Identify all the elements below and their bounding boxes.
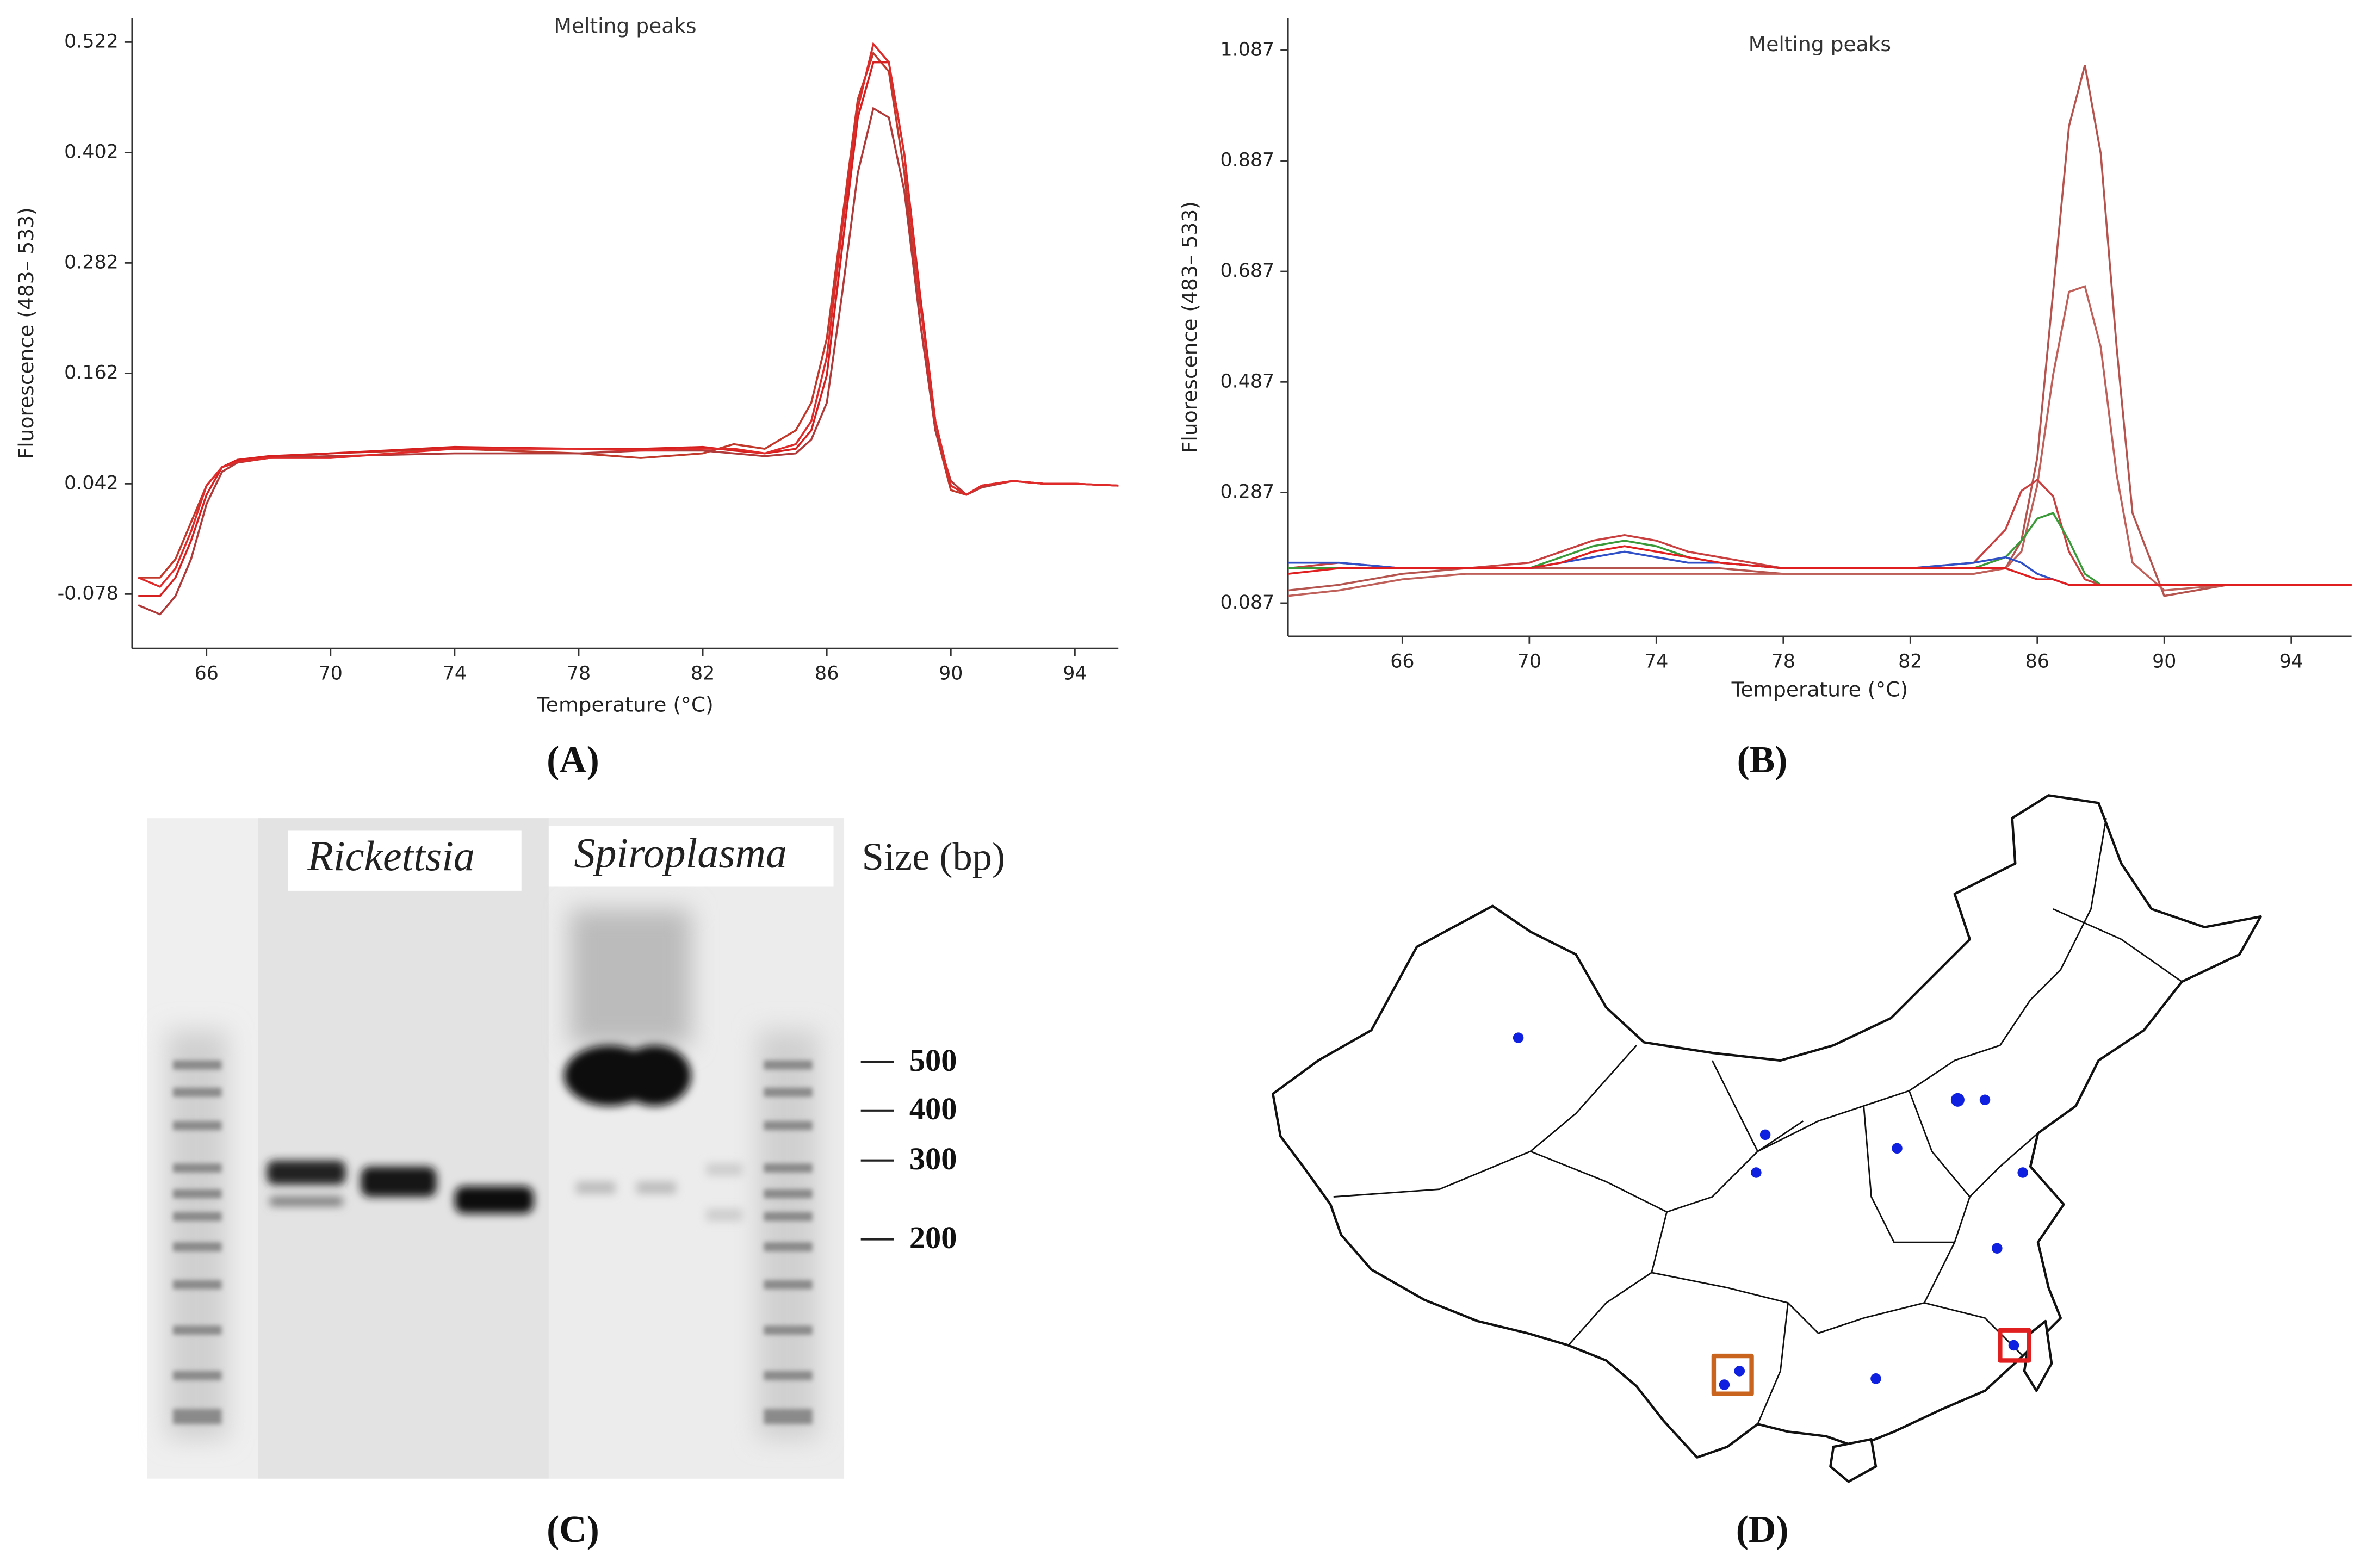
ladder: [173, 1060, 813, 1424]
highlight-box: [1711, 1353, 1754, 1396]
size-marker: 300: [909, 1141, 957, 1176]
y-tick-label: 1.087: [1220, 39, 1275, 60]
series-line: [1288, 545, 2352, 586]
x-tick-label: 82: [691, 663, 715, 685]
x-tick-label: 70: [1517, 650, 1541, 672]
y-tick-label: 0.887: [1220, 150, 1275, 171]
bands: [267, 1045, 743, 1222]
x-axis-label: Temperature (°C): [536, 693, 713, 717]
group-label: Spiroplasma: [574, 829, 787, 876]
y-tick-label: 0.522: [64, 30, 119, 52]
x-tick-label: 74: [1644, 650, 1668, 672]
y-tick-label: 0.287: [1220, 481, 1275, 503]
highlight-box: [1998, 1328, 2031, 1363]
map: [1272, 794, 2262, 1483]
sample-sites: [1513, 1032, 2028, 1390]
x-tick-label: 66: [195, 663, 219, 685]
y-tick-label: 0.087: [1220, 592, 1275, 613]
y-tick-label: 0.282: [64, 251, 119, 273]
y-tick-label: 0.162: [64, 362, 119, 383]
size-title: Size (bp): [862, 834, 1005, 878]
y-tick-label: 0.687: [1220, 260, 1275, 282]
size-marker: 200: [909, 1220, 957, 1255]
series-line: [138, 41, 1119, 588]
series-line: [1288, 285, 2352, 597]
x-tick-label: 66: [1390, 650, 1414, 672]
x-tick-label: 90: [2152, 650, 2176, 672]
chart-title: Melting peaks: [1749, 32, 1891, 56]
x-tick-label: 78: [567, 663, 591, 685]
chart: Melting peaks Temperature (°C) Fluorescenc…: [1178, 18, 2352, 781]
x-tick-label: 82: [1898, 650, 1922, 672]
panel-label: (A): [547, 739, 599, 781]
y-axis-label: Fluorescence (483– 533): [14, 207, 38, 459]
y-axis-label: Fluorescence (483– 533): [1178, 201, 1201, 453]
size-marker: 500: [909, 1043, 957, 1078]
x-tick-label: 94: [2279, 650, 2303, 672]
y-tick-label: -0.078: [58, 582, 119, 604]
x-tick-label: 90: [939, 663, 963, 685]
x-tick-label: 94: [1063, 663, 1087, 685]
x-tick-label: 86: [2025, 650, 2049, 672]
gel-section: [258, 818, 549, 1479]
country-outline: [1272, 794, 2262, 1459]
panel-label: (C): [547, 1509, 599, 1551]
label-box: [548, 826, 834, 887]
size-marker: 400: [909, 1091, 957, 1126]
group-label: Rickettsia: [307, 833, 474, 879]
panel-label: (D): [1736, 1509, 1789, 1551]
x-axis-label: Temperature (°C): [1731, 678, 1908, 702]
marker-dashes: [860, 1061, 894, 1241]
x-tick-label: 86: [815, 663, 839, 685]
island: [1829, 1438, 1878, 1483]
panel-label: (B): [1737, 739, 1788, 781]
chart-title: Melting peaks: [554, 14, 696, 38]
gel-image: Rickettsia Spiroplasma Size (bp) 500 400…: [147, 818, 1005, 1479]
label-box: [288, 830, 522, 891]
x-tick-label: 70: [319, 663, 343, 685]
chart: Melting peaks Temperature (°C) Fluorescenc…: [14, 14, 1119, 781]
x-tick-label: 78: [1771, 650, 1795, 672]
x-tick-label: 74: [443, 663, 467, 685]
y-tick-label: 0.487: [1220, 370, 1275, 392]
y-tick-label: 0.042: [64, 472, 119, 494]
y-tick-label: 0.402: [64, 141, 119, 163]
province-borders: [1333, 817, 2183, 1424]
